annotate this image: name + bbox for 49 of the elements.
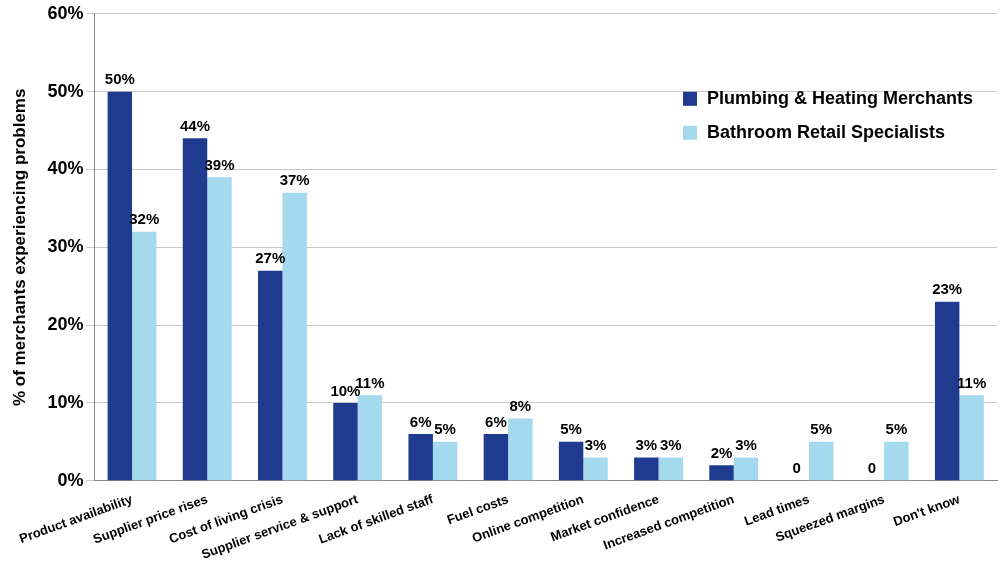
y-tick-label: 20%: [47, 314, 84, 335]
bar: [508, 418, 533, 481]
bar: [432, 441, 458, 481]
data-label: 0: [867, 459, 877, 477]
data-label: 3%: [659, 436, 682, 454]
data-label: 6%: [485, 412, 507, 430]
data-label: 2%: [710, 443, 733, 461]
bar: [934, 301, 960, 481]
data-label: 5%: [434, 420, 456, 438]
data-label: 5%: [810, 420, 833, 438]
legend-label: Bathroom Retail Specialists: [706, 121, 946, 142]
bar: [658, 457, 683, 481]
y-tick-label: 60%: [47, 2, 84, 23]
bar: [408, 434, 433, 481]
data-label: 23%: [932, 280, 963, 298]
data-label: 3%: [635, 436, 658, 454]
data-label: 8%: [509, 397, 532, 415]
y-tick-label: 50%: [47, 80, 84, 101]
bar: [634, 457, 659, 481]
data-label: 5%: [885, 420, 908, 438]
bar: [333, 402, 358, 481]
bar: [808, 441, 834, 481]
bar: [207, 177, 232, 481]
y-tick-label: 10%: [47, 391, 84, 412]
x-tick-label: Don't know: [891, 490, 963, 530]
data-label: 37%: [279, 171, 310, 189]
bar: [483, 434, 509, 481]
bar: [558, 441, 584, 481]
bar: [258, 270, 283, 481]
data-label: 50%: [104, 70, 135, 88]
y-axis-title: % of merchants experiencing problems: [9, 88, 29, 406]
bar: [884, 441, 909, 481]
y-tick-label: 40%: [47, 158, 84, 179]
data-label: 5%: [560, 420, 582, 438]
data-label: 3%: [735, 436, 757, 454]
data-label: 0: [792, 459, 801, 477]
bar: [733, 457, 759, 481]
legend-label: Plumbing & Heating Merchants: [706, 87, 973, 108]
bar: [709, 465, 734, 481]
data-label: 44%: [180, 116, 211, 134]
data-label: 27%: [255, 249, 286, 267]
bar: [132, 231, 157, 481]
data-label: 6%: [409, 412, 432, 430]
data-label: 3%: [584, 436, 607, 454]
y-tick-label: 30%: [47, 236, 84, 257]
bar: [357, 395, 383, 481]
bar: [583, 457, 608, 481]
bar: [959, 395, 984, 481]
y-tick-label: 0%: [57, 469, 84, 490]
